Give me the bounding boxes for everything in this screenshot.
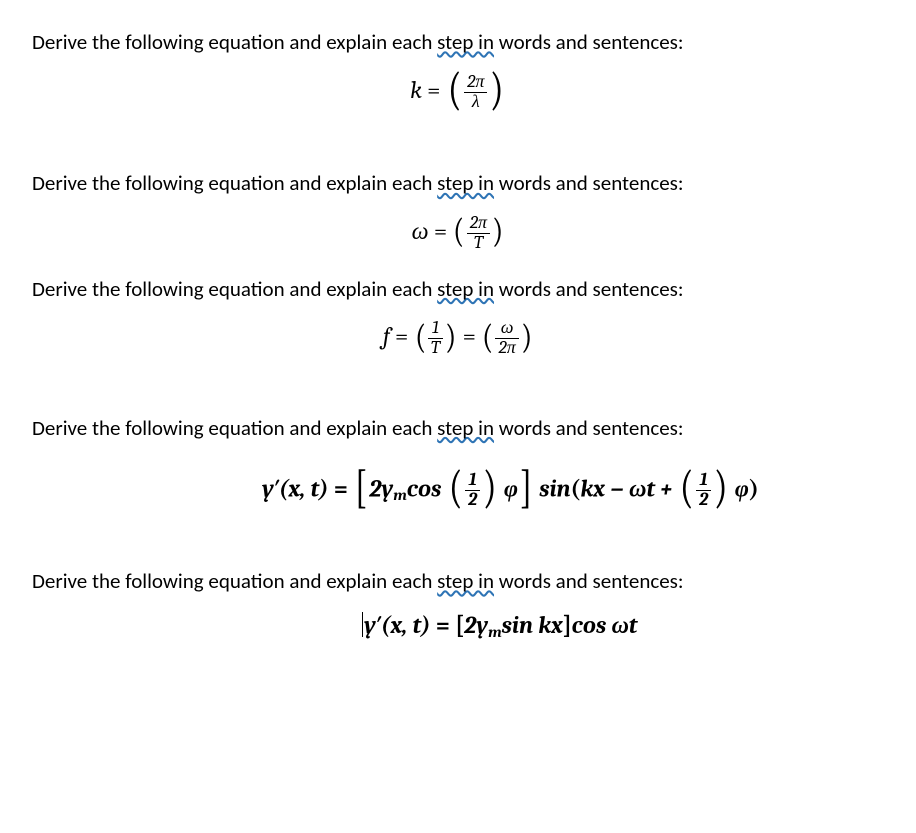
equation-4: y′(x, t) = [2ymcos (12) φ] sin(kx − ωt +… <box>32 470 884 511</box>
eq3-fraction-a: 1T <box>428 319 443 358</box>
eq1-fraction: 2πλ <box>464 73 487 112</box>
eq5-cos: cos <box>572 611 607 639</box>
text-cursor-icon <box>362 612 363 637</box>
equation-2: ω = (2πT) <box>32 214 884 253</box>
equation-1: k = (2πλ) <box>32 72 884 113</box>
prompt-text-after: words and sentences: <box>494 276 684 302</box>
prompt-text-err: step in <box>437 568 494 594</box>
prompt-text-after: words and sentences: <box>494 170 684 196</box>
eq3-lhs: f <box>383 322 390 350</box>
prompt-1: Derive the following equation and explai… <box>32 28 884 56</box>
eq4-sin: sin <box>539 474 570 502</box>
eq4-lhs: y′(x, t) <box>262 474 329 502</box>
prompt-text-before: Derive the following equation and explai… <box>32 29 437 55</box>
prompt-text-before: Derive the following equation and explai… <box>32 415 437 441</box>
eq5-lhs: y′(x, t) <box>364 611 431 639</box>
prompt-text-after: words and sentences: <box>494 29 684 55</box>
eq4-phi-2: φ <box>735 474 749 502</box>
prompt-text-err: step in <box>437 170 494 196</box>
prompt-3: Derive the following equation and explai… <box>32 275 884 303</box>
equation-3: f = (1T) = (ω2π) <box>32 319 884 358</box>
eq4-half-2: 12 <box>696 471 711 510</box>
document-page: Derive the following equation and explai… <box>0 0 916 833</box>
eq2-fraction: 2πT <box>467 214 490 253</box>
eq2-lhs: ω <box>412 217 429 245</box>
prompt-text-before: Derive the following equation and explai… <box>32 568 437 594</box>
eq4-cos: cos <box>407 474 442 502</box>
eq4-phi-1: φ <box>504 474 518 502</box>
eq3-fraction-b: ω2π <box>495 319 518 358</box>
prompt-4: Derive the following equation and explai… <box>32 414 884 442</box>
equation-5: y′(x, t) = [2ymsin kx]cos ωt <box>32 611 884 642</box>
prompt-text-err: step in <box>437 276 494 302</box>
prompt-text-before: Derive the following equation and explai… <box>32 170 437 196</box>
eq4-arg: kx − ωt + <box>580 474 677 502</box>
prompt-text-after: words and sentences: <box>494 568 684 594</box>
prompt-text-err: step in <box>437 415 494 441</box>
prompt-text-after: words and sentences: <box>494 415 684 441</box>
eq4-half-1: 12 <box>465 471 480 510</box>
prompt-text-err: step in <box>437 29 494 55</box>
prompt-text-before: Derive the following equation and explai… <box>32 276 437 302</box>
eq1-lhs: k <box>410 76 422 104</box>
eq5-sin: sin <box>502 611 533 639</box>
prompt-2: Derive the following equation and explai… <box>32 169 884 197</box>
prompt-5: Derive the following equation and explai… <box>32 567 884 595</box>
